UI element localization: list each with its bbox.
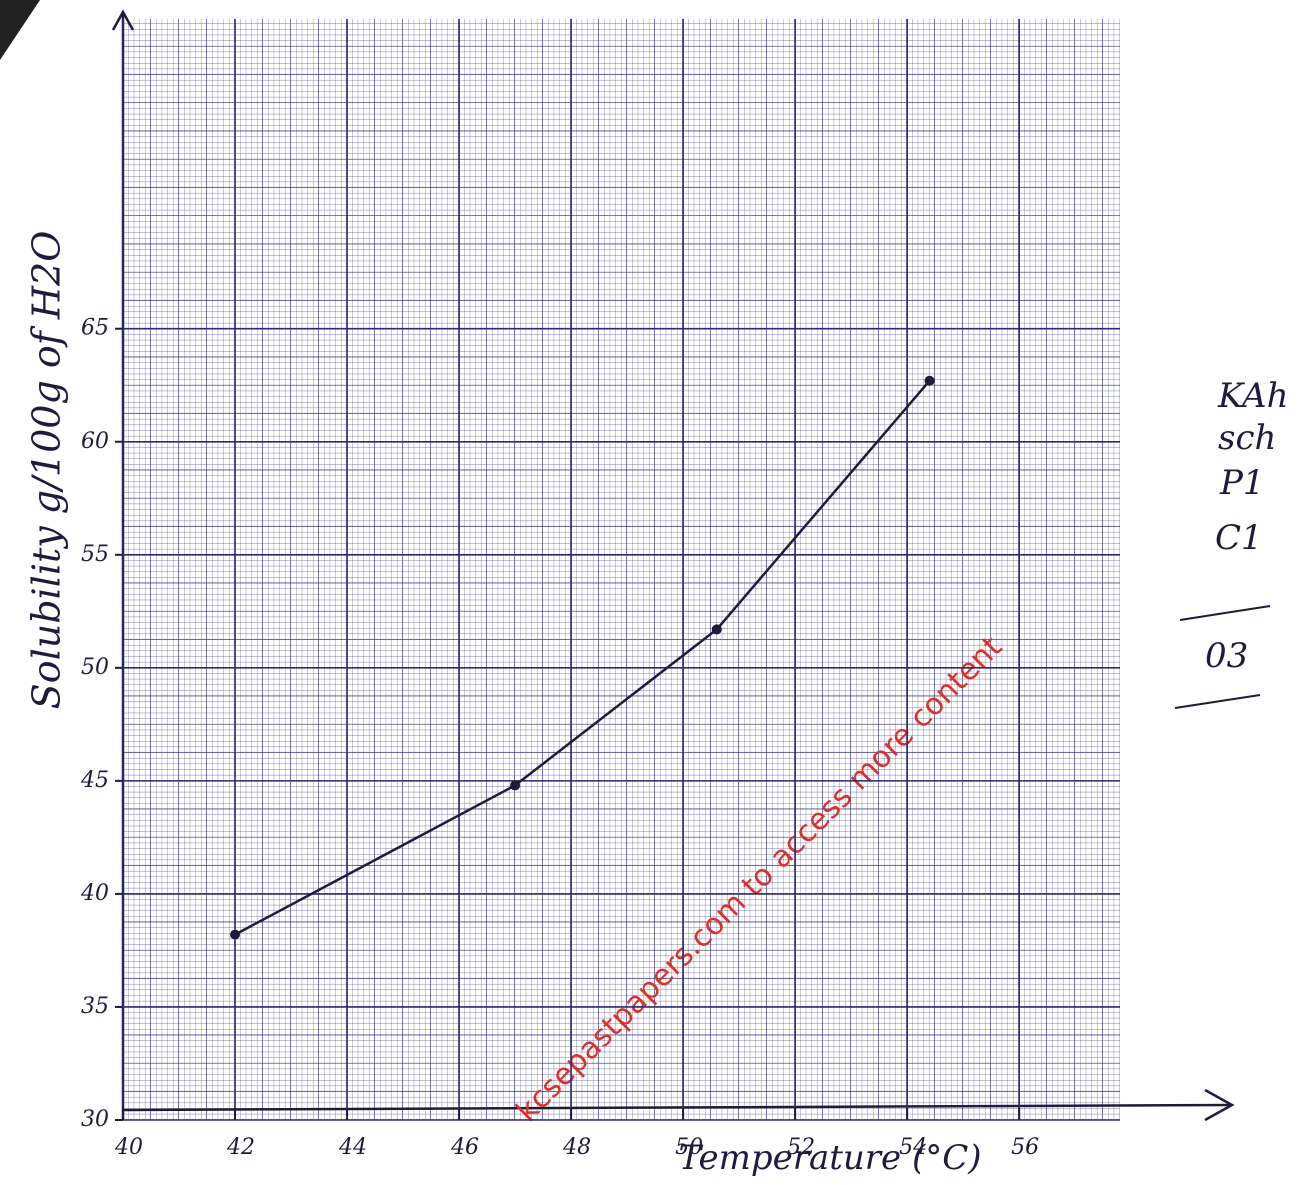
margin-line xyxy=(1179,605,1271,621)
y-tick-label: 30 xyxy=(81,1107,109,1132)
y-tick-label: 65 xyxy=(81,316,109,341)
x-tick-label: 44 xyxy=(338,1135,367,1160)
data-line xyxy=(234,379,931,936)
data-point xyxy=(230,929,241,940)
x-axis-label: Temperature (°C) xyxy=(678,1138,981,1178)
y-tick-label: 45 xyxy=(80,768,109,793)
y-tick-label: 50 xyxy=(81,655,109,680)
data-point xyxy=(510,780,521,791)
y-axis-label: Solubility g/100g of H2O xyxy=(25,231,69,710)
x-tick-label: 50 xyxy=(675,1135,703,1160)
x-axis xyxy=(122,1103,1231,1112)
margin-note: sch xyxy=(1218,418,1276,458)
x-tick-label: 56 xyxy=(1011,1135,1039,1160)
margin-note: 03 xyxy=(1205,636,1248,676)
x-arrow xyxy=(1204,1088,1235,1122)
y-tick-label: 35 xyxy=(81,994,109,1019)
x-tick-label: 42 xyxy=(226,1135,255,1160)
y-arrow xyxy=(111,9,135,31)
margin-line xyxy=(1174,694,1261,709)
x-tick-label: 48 xyxy=(562,1135,591,1160)
x-tick-label: 54 xyxy=(899,1135,927,1160)
margin-note: P1 xyxy=(1219,463,1265,503)
x-tick-label: 40 xyxy=(114,1135,143,1160)
y-tick-label: 40 xyxy=(80,881,109,906)
data-point xyxy=(924,375,935,386)
margin-note: C1 xyxy=(1215,518,1263,558)
data-point xyxy=(711,624,722,635)
y-tick-label: 60 xyxy=(81,429,109,454)
margin-note: KAh xyxy=(1217,376,1288,416)
corner-shadow xyxy=(0,0,40,60)
x-tick-label: 46 xyxy=(450,1135,479,1160)
x-tick-label: 52 xyxy=(787,1135,815,1160)
y-tick-label: 55 xyxy=(81,542,109,567)
graph-paper-major xyxy=(123,19,1120,1120)
